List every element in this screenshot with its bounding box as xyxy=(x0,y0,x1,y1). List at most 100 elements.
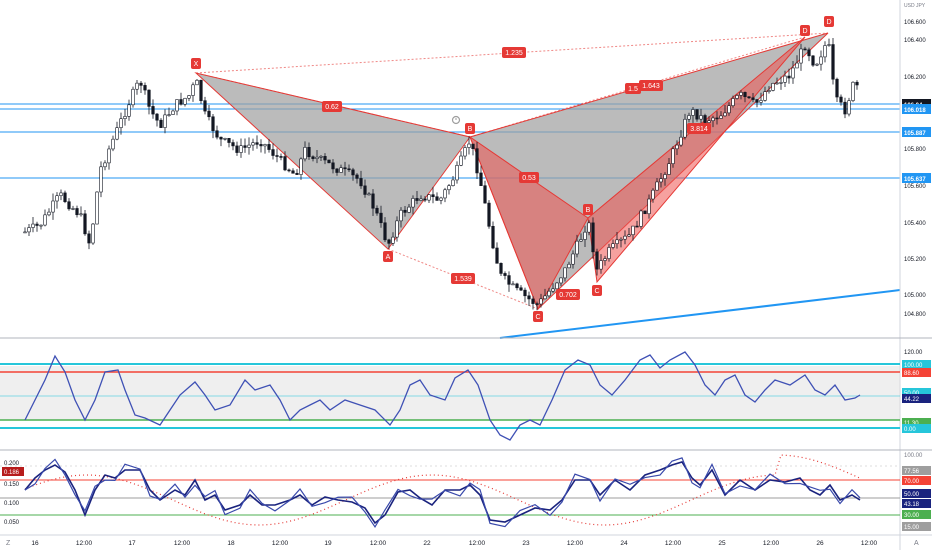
point-a-label[interactable] xyxy=(383,251,393,262)
point-b-label[interactable] xyxy=(465,123,475,134)
candle-body xyxy=(491,226,495,249)
candle-body xyxy=(171,110,175,115)
point-d-label[interactable] xyxy=(800,25,810,36)
candle-body xyxy=(835,78,839,98)
candle-body xyxy=(519,287,523,291)
oscillator-pane-1[interactable] xyxy=(0,351,900,441)
candle-body xyxy=(243,145,247,148)
candle-body xyxy=(235,145,239,153)
time-axis[interactable]: 16 12:00 17 12:00 18 12:00 19 12:00 22 12:00 23 12:… xyxy=(31,540,877,547)
candle-body xyxy=(747,96,751,99)
candle-body xyxy=(651,189,655,200)
candle-body xyxy=(311,156,315,159)
candle-body xyxy=(691,109,695,116)
point-d-label-text: D xyxy=(802,28,807,35)
candle-body xyxy=(239,145,243,153)
candle-body xyxy=(567,263,571,269)
ratio-053-label[interactable] xyxy=(519,172,539,183)
candle-body xyxy=(583,231,587,240)
price-tick-label: 105.600 xyxy=(904,184,926,190)
candle-body xyxy=(39,224,43,227)
ratio-bd-label[interactable] xyxy=(502,47,526,58)
candle-body xyxy=(635,225,639,228)
candle-body xyxy=(47,211,51,216)
ratio-15-label[interactable] xyxy=(625,83,641,94)
time-tick-label: 12:00 xyxy=(174,540,191,547)
point-d2-label[interactable] xyxy=(824,16,834,27)
candle-body xyxy=(399,209,403,222)
osc1-badge xyxy=(902,394,931,403)
candle-body xyxy=(271,149,275,156)
point-b2-label[interactable] xyxy=(583,204,593,215)
price-axis[interactable] xyxy=(900,0,932,338)
point-b-label-text: B xyxy=(468,126,473,133)
ratio-bd-label-text: 1.235 xyxy=(505,50,523,57)
time-tick-label: 22 xyxy=(423,540,431,547)
candle-body xyxy=(551,288,555,292)
candle-body xyxy=(591,222,595,253)
candle-body xyxy=(759,100,763,103)
candle-body xyxy=(195,79,199,86)
candle-body xyxy=(31,223,35,228)
candle-body xyxy=(315,156,319,159)
osc2-right-badge xyxy=(902,476,931,485)
alarm-clock-icon[interactable] xyxy=(451,115,461,125)
ratio-1643-label[interactable] xyxy=(639,80,663,91)
ratio-xb-label-text: 0.62 xyxy=(325,104,339,111)
candle-body xyxy=(699,115,703,120)
candle-body xyxy=(443,189,447,199)
candle-body xyxy=(779,82,783,84)
price-tick-label: 105.000 xyxy=(904,293,926,299)
price-badge xyxy=(902,104,931,114)
candle-body xyxy=(35,223,39,226)
ratio-3814-label[interactable] xyxy=(687,123,711,134)
candle-body xyxy=(323,156,327,161)
candle-body xyxy=(99,166,103,193)
candle-body xyxy=(331,162,335,170)
oscillator-2-axis: 0.200 0.186 0.150 0.100 0.050 100.00 77.56 70.0… xyxy=(2,453,931,531)
candle-body xyxy=(467,143,471,148)
timezone-corner[interactable]: Z xyxy=(6,540,11,547)
candle-body xyxy=(79,213,83,216)
candle-body xyxy=(463,147,467,157)
candle-body xyxy=(771,83,775,91)
point-x-label[interactable] xyxy=(191,58,201,69)
candle-body xyxy=(627,234,631,237)
price-pane[interactable] xyxy=(0,0,900,338)
candle-body xyxy=(595,251,599,270)
candle-body xyxy=(471,143,475,149)
time-tick-label: 17 xyxy=(128,540,136,547)
osc1-badge xyxy=(902,388,931,397)
candle-body xyxy=(391,236,395,244)
candle-body xyxy=(579,239,583,242)
candle-body xyxy=(199,79,203,101)
osc1-badge-label: 0.00 xyxy=(904,427,916,433)
candle-body xyxy=(419,198,423,201)
candle-body xyxy=(831,44,835,80)
ratio-xb-label[interactable] xyxy=(322,101,342,112)
candle-body xyxy=(523,289,527,297)
candle-body xyxy=(611,243,615,248)
osc2-right-badge-label: 70.00 xyxy=(904,479,920,485)
osc2-right-badge xyxy=(902,510,931,519)
oscillator-pane-2[interactable] xyxy=(0,454,900,529)
osc2-right-tick: 100.00 xyxy=(904,453,923,459)
point-c2-label[interactable] xyxy=(592,285,602,296)
candle-body xyxy=(807,49,811,57)
point-c-label[interactable] xyxy=(533,311,543,322)
ratio-ac-label[interactable] xyxy=(451,273,475,284)
auto-scale-button[interactable]: A xyxy=(914,540,919,547)
price-tick-label: 106.200 xyxy=(904,75,926,81)
candle-body xyxy=(335,168,339,173)
price-badge-label: 105.887 xyxy=(904,131,926,137)
candle-body xyxy=(343,167,347,170)
candle-body xyxy=(803,48,807,51)
trendline[interactable] xyxy=(499,289,901,339)
osc1-badge-label: 100.00 xyxy=(904,363,923,369)
candle-body xyxy=(795,62,799,69)
candle-body xyxy=(655,181,659,191)
candle-body xyxy=(723,112,727,117)
ratio-0702-label[interactable] xyxy=(556,289,580,300)
